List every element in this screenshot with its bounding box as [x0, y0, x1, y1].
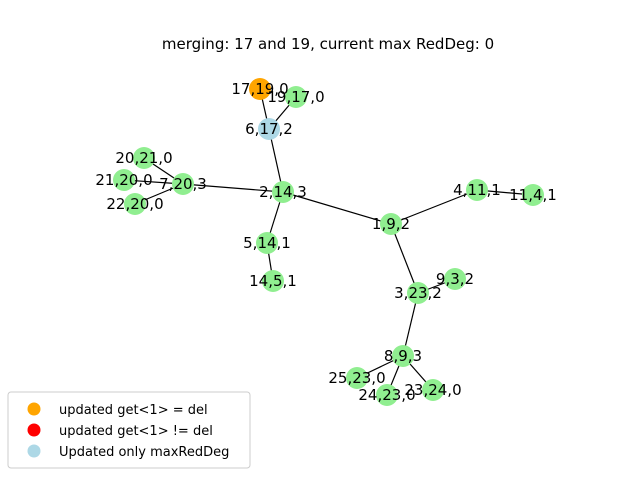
legend-label-0: updated get<1> = del — [59, 403, 208, 418]
node-n17 — [249, 78, 271, 100]
node-n9 — [444, 268, 466, 290]
node-n4 — [466, 179, 488, 201]
node-n14 — [262, 270, 284, 292]
edge-n1-n3 — [390, 223, 419, 294]
edge-n1-n4 — [390, 189, 478, 225]
legend-marker-0 — [27, 402, 41, 416]
node-n21 — [113, 169, 135, 191]
node-label-n22: 22,20,0 — [106, 195, 163, 213]
node-n1 — [380, 213, 402, 235]
legend-marker-1 — [27, 423, 41, 437]
node-n19 — [285, 86, 307, 108]
legend-frame — [7, 391, 251, 469]
node-label-n24: 24,23,0 — [358, 386, 415, 404]
node-n25 — [346, 367, 368, 389]
node-n20 — [133, 147, 155, 169]
legend-label-2: Updated only maxRedDeg — [59, 445, 229, 460]
node-n7 — [172, 173, 194, 195]
node-n23 — [422, 379, 444, 401]
node-n5 — [256, 232, 278, 254]
node-label-n19: 19,17,0 — [267, 88, 324, 106]
node-n6 — [258, 118, 280, 140]
node-label-n1: 1,9,2 — [372, 215, 410, 233]
node-label-n14: 14,5,1 — [249, 272, 297, 290]
node-label-n3: 3,23,2 — [394, 284, 442, 302]
node-label-n4: 4,11,1 — [453, 181, 501, 199]
nodes-layer: 17,19,019,17,0 6,17,2 20,21,0 21,20,0 7,20,3… — [95, 78, 557, 406]
legend: updated get<1> = del updated get<1> != de… — [7, 391, 251, 469]
node-label-n7: 7,20,3 — [159, 175, 207, 193]
node-n22 — [124, 193, 146, 215]
legend-label-1: updated get<1> != del — [59, 424, 213, 439]
node-n8 — [392, 345, 414, 367]
node-label-n8: 8,9,3 — [384, 347, 422, 365]
node-label-n25: 25,23,0 — [328, 369, 385, 387]
node-label-n20: 20,21,0 — [115, 149, 172, 167]
chart-title: merging: 17 and 19, current max RedDeg: … — [162, 35, 494, 53]
node-label-n21: 21,20,0 — [95, 171, 152, 189]
node-label-n6: 6,17,2 — [245, 120, 293, 138]
node-n2 — [272, 181, 294, 203]
node-label-n23: 23,24,0 — [404, 381, 461, 399]
node-label-n17: 17,19,0 — [231, 80, 288, 98]
legend-marker-2 — [27, 444, 41, 458]
node-n24 — [376, 384, 398, 406]
node-n11 — [522, 184, 544, 206]
node-label-n5: 5,14,1 — [243, 234, 291, 252]
node-label-n11: 11,4,1 — [509, 186, 557, 204]
edge-n7-n2 — [182, 183, 284, 193]
edge-n2-n1 — [282, 191, 392, 225]
edges-layer — [123, 88, 534, 396]
node-n3 — [407, 282, 429, 304]
node-label-n9: 9,3,2 — [436, 270, 474, 288]
node-label-n2: 2,14,3 — [259, 183, 307, 201]
